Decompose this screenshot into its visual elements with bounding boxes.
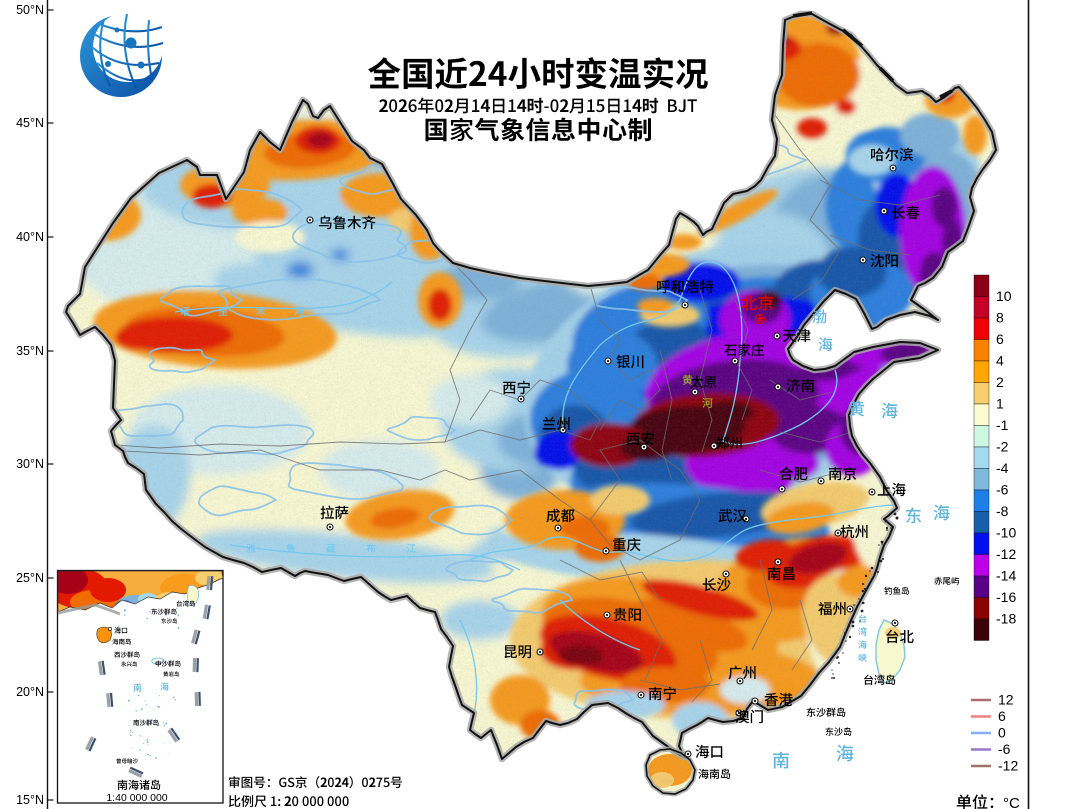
svg-text:-2: -2 (996, 439, 1009, 455)
svg-text:25°N: 25°N (16, 571, 44, 585)
svg-text:20°N: 20°N (16, 685, 44, 699)
svg-text:15°N: 15°N (16, 793, 44, 807)
svg-text:10: 10 (996, 288, 1012, 304)
svg-text:1:40 000 000: 1:40 000 000 (106, 792, 167, 804)
svg-text:35°N: 35°N (16, 344, 44, 358)
svg-text:12: 12 (998, 692, 1014, 708)
svg-text:40°N: 40°N (16, 230, 44, 244)
svg-text:-1: -1 (996, 417, 1009, 433)
svg-text:8: 8 (996, 310, 1004, 326)
svg-text:6: 6 (996, 331, 1004, 347)
svg-text:50°N: 50°N (16, 3, 44, 17)
svg-text:-4: -4 (996, 460, 1009, 476)
svg-text:-10: -10 (996, 525, 1016, 541)
svg-text:-6: -6 (996, 482, 1009, 498)
svg-text:-16: -16 (996, 589, 1016, 605)
svg-text:1: 1 (996, 396, 1004, 412)
svg-text:6: 6 (998, 708, 1006, 724)
svg-text:-14: -14 (996, 568, 1016, 584)
svg-text:2: 2 (996, 374, 1004, 390)
svg-text:30°N: 30°N (16, 457, 44, 471)
svg-text:-12: -12 (998, 758, 1018, 774)
svg-text:0: 0 (998, 725, 1006, 741)
svg-text:°C: °C (1003, 795, 1020, 809)
svg-text:45°N: 45°N (16, 116, 44, 130)
svg-text:-18: -18 (996, 611, 1016, 627)
svg-text:4: 4 (996, 353, 1004, 369)
svg-text:-12: -12 (996, 546, 1016, 562)
svg-text:-8: -8 (996, 503, 1009, 519)
svg-text:-6: -6 (998, 741, 1011, 757)
